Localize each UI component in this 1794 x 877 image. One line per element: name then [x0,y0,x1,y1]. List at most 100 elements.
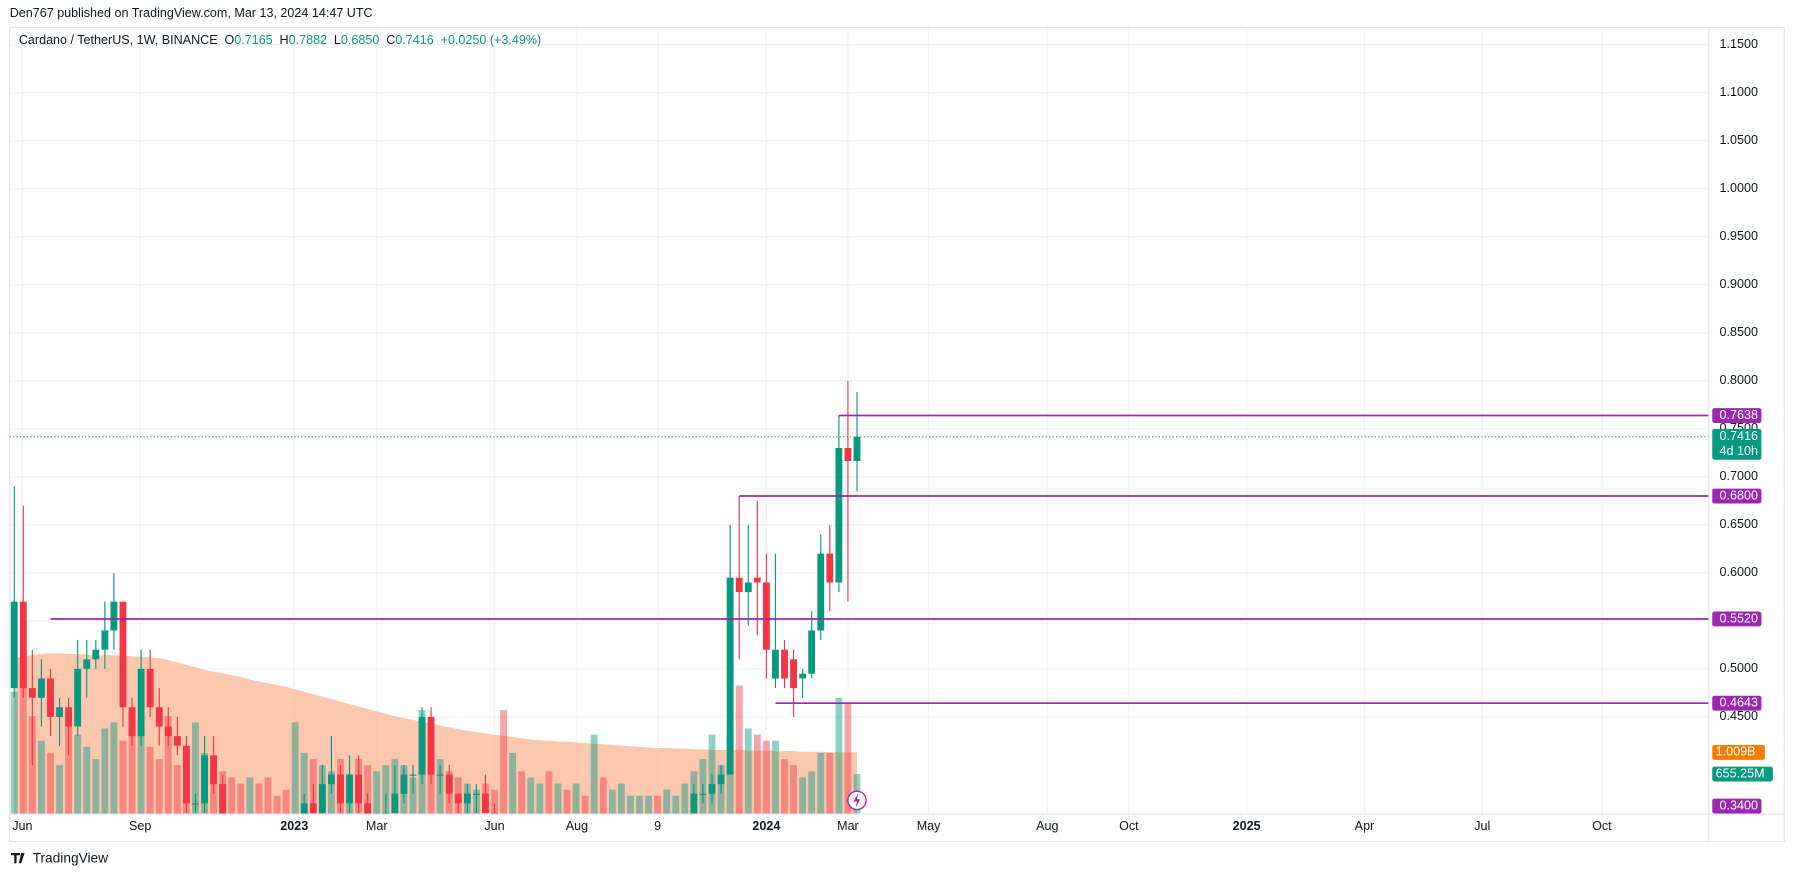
low-marker-label: 0.3400 [1720,798,1758,812]
candle-body [744,582,752,593]
candle-body [536,851,543,877]
legend-symbol: Cardano / TetherUS, 1W, BINANCE [19,33,218,47]
candle-body [164,726,172,737]
volume-bar [37,740,45,815]
volume-bar [146,746,154,815]
legend-value: 0.7165 [234,33,272,47]
x-tick-label: Jul [1474,819,1490,833]
candle-body [137,668,145,737]
volume-bar [781,759,788,815]
candle-body [835,448,843,583]
candle-body [255,851,262,861]
candle-body [772,649,779,679]
candle-body [582,871,589,877]
candle-body [726,577,734,775]
volume-bar [56,765,63,815]
legend-key: L [334,33,341,47]
candle-body [518,871,525,877]
volume-bar [373,771,381,815]
footer-logo [10,852,25,864]
volume-bar [228,777,236,815]
volume-bar [491,789,498,815]
candle-body [436,774,444,776]
price-line-label-bg [1712,408,1762,423]
x-tick-label: Aug [566,819,588,833]
volume-bar [617,783,625,815]
volume-bar [110,722,118,815]
legend-key: H [280,33,289,47]
volume-bar [164,716,172,815]
candle-body [555,861,562,862]
volume-bar [527,777,535,815]
volume-label: 1.009B [1716,745,1756,759]
volume-bar [264,777,272,815]
y-tick-label: 0.6000 [1720,565,1758,579]
volume-bar [672,795,680,815]
grid: 0.45000.50000.55000.60000.65000.70000.75… [9,27,1758,833]
x-tick-label: 2025 [1233,819,1261,833]
candle-body [327,774,335,785]
candle-body [418,716,426,775]
price-line-label: 0.7638 [1720,408,1758,422]
candle-body [690,793,698,815]
volume-bar [382,765,390,815]
candle-body [463,793,471,804]
y-tick-label: 0.7000 [1720,469,1758,483]
volume-bar [790,765,797,815]
candle-body [482,793,489,813]
volume-bar [500,710,508,815]
volume-bar [83,746,91,815]
publish-info: Den767 published on TradingView.com, Mar… [10,6,373,20]
volume-bar [119,740,127,815]
volume-bar [536,783,544,815]
x-tick-label: 9 [654,819,661,833]
volume-bar [19,679,27,815]
candle-body [681,842,688,871]
legend-change: +0.0250 (+3.49%) [441,33,542,47]
volume-label-bg [1712,744,1765,760]
footer-brand: TradingView [33,850,109,865]
candle-body [265,861,272,877]
candle-body [400,774,408,794]
y-tick-label: 0.9500 [1720,229,1758,243]
candle-body [364,803,372,815]
x-tick-label: 2023 [280,819,308,833]
volume-bar [246,777,254,815]
price-line-label: 0.4643 [1720,696,1758,710]
volume-bar [563,789,571,815]
candle-body [292,861,299,877]
last-price-label: 0.7416 [1720,429,1758,443]
y-tick-label: 0.9000 [1720,277,1758,291]
candle-body [173,736,181,746]
volume-bar [590,734,598,815]
x-tick-label: Mar [366,819,388,833]
plot [10,380,861,877]
candle-body [708,784,716,794]
countdown-label: 4d 10h [1720,444,1758,458]
volume-bar [273,795,281,815]
legend-value: 0.6850 [341,33,379,47]
y-tick-label: 0.8500 [1720,325,1758,339]
y-tick-label: 0.4500 [1720,709,1758,723]
x-tick-label: Mar [837,819,859,833]
volume-bar [518,771,526,815]
price-line-label-bg [1712,488,1762,504]
volume-bar [735,685,743,815]
volume-bar [237,783,245,815]
candle-body [237,842,244,852]
volume-bar [192,722,199,815]
candle-body [753,577,761,583]
x-tick-label: Aug [1036,819,1058,833]
candle-body [83,659,91,669]
y-tick-label: 1.1000 [1720,85,1758,99]
candle-body [844,448,852,461]
volume-bar [92,759,100,815]
volume-bar [753,734,761,815]
volume-bar [708,734,716,815]
candle-body [300,803,308,815]
candle-body [74,668,82,727]
candle-body [790,659,797,689]
volume-bar [101,728,109,815]
volume-bar [74,734,82,815]
